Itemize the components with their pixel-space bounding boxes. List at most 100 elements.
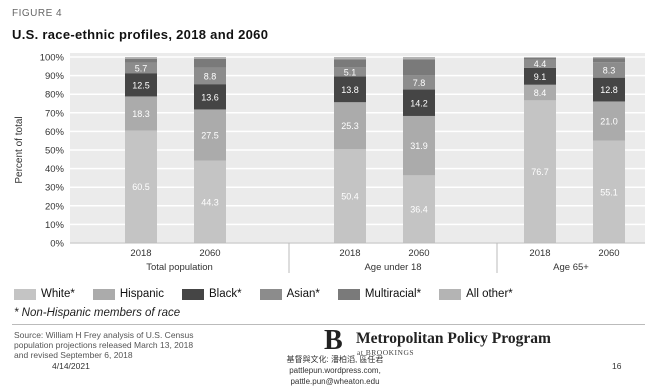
footer-date: 4/14/2021	[52, 361, 90, 371]
bar-segment	[334, 76, 366, 103]
bar-segment	[593, 62, 625, 78]
data-label: 5.1	[344, 67, 357, 77]
x-tick-label: 2018	[529, 248, 550, 259]
data-label: 55.1	[600, 187, 618, 197]
bar-segment	[334, 57, 366, 60]
x-tick-label: 2018	[339, 248, 360, 259]
bar-segment	[334, 59, 366, 68]
bar-segment	[593, 101, 625, 141]
bar-segment	[194, 67, 226, 85]
bar-segment	[125, 130, 157, 243]
bar-segment	[593, 58, 625, 63]
bar-segment	[125, 57, 157, 59]
figure-label: FIGURE 4	[12, 8, 63, 19]
y-tick-label: 90%	[45, 71, 65, 82]
legend-item-black: Black*	[181, 288, 242, 300]
footer-credit-line-2: pattle.pun@wheaton.edu	[290, 377, 380, 386]
chart-legend: White* Hispanic Black* Asian* Multiracia…	[14, 287, 513, 301]
data-label: 9.1	[534, 72, 547, 82]
legend-swatch-black	[181, 288, 204, 300]
x-tick-label: 2018	[130, 248, 151, 259]
y-tick-label: 70%	[45, 108, 65, 119]
footnote: * Non-Hispanic members of race	[14, 307, 181, 319]
data-label: 8.3	[603, 65, 616, 75]
legend-swatch-hispanic	[92, 288, 115, 300]
bar-segment	[194, 58, 226, 68]
x-tick-label: 2060	[598, 248, 619, 259]
data-label: 12.8	[600, 85, 618, 95]
bar-segment	[334, 149, 366, 243]
data-label: 5.7	[135, 63, 148, 73]
legend-item-multiracial: Multiracial*	[337, 288, 422, 300]
legend-item-all-other: All other*	[439, 288, 513, 300]
data-label: 4.4	[534, 59, 547, 69]
bar-segment	[524, 67, 556, 85]
bar-segment	[593, 57, 625, 59]
legend-swatch-asian	[259, 288, 282, 300]
bar-segment	[194, 160, 226, 243]
legend-label-all-other: All other*	[466, 288, 513, 300]
x-tick-label: 2060	[199, 248, 220, 259]
bar-segment	[403, 59, 435, 76]
bar-segment	[194, 57, 226, 59]
y-tick-label: 0%	[50, 239, 64, 250]
data-label: 14.2	[410, 98, 428, 108]
legend-swatch-white	[14, 288, 36, 300]
legend-swatch-all-other	[439, 288, 462, 300]
data-label: 8.8	[204, 71, 217, 81]
data-label: 76.7	[531, 167, 549, 177]
data-label: 44.3	[201, 197, 219, 207]
group-label: Age under 18	[364, 262, 421, 273]
y-tick-label: 40%	[45, 164, 65, 175]
group-label: Total population	[146, 262, 213, 273]
stacked-bar-chart: 0% 10% 20% 30% 40% 50% 60% 70% 80% 90% 100% Percent…	[14, 53, 645, 273]
legend-item-asian: Asian*	[259, 288, 320, 300]
legend-label-multiracial: Multiracial*	[364, 288, 422, 300]
x-tick-label: 2060	[408, 248, 429, 259]
footer-credit: 基督與文化: 潘柏滔, 區任君 pattlepun.wordpress.com,…	[250, 354, 420, 387]
data-label: 18.3	[132, 109, 150, 119]
bar-segment	[403, 115, 435, 176]
group-label: Age 65+	[553, 262, 589, 273]
footer-page-number: 16	[612, 361, 622, 371]
data-label: 21.0	[600, 116, 618, 126]
bar-segment	[403, 89, 435, 116]
data-label: 8.4	[534, 88, 547, 98]
legend-item-white: White*	[14, 288, 75, 300]
data-label: 27.5	[201, 131, 219, 141]
data-label: 13.8	[341, 85, 359, 95]
source-line-3: and revised September 6, 2018	[14, 350, 133, 360]
bar-segment	[125, 73, 157, 97]
bar-segment	[593, 140, 625, 243]
bar-segment	[334, 67, 366, 77]
y-tick-label: 20%	[45, 201, 65, 212]
bar-segment	[524, 100, 556, 243]
data-label: 25.3	[341, 121, 359, 131]
bar-segment	[524, 57, 556, 60]
bar-segment	[403, 175, 435, 243]
data-label: 50.4	[341, 192, 359, 202]
brookings-logo-icon: B	[324, 325, 343, 356]
data-label: 13.6	[201, 92, 219, 102]
bar-segment	[125, 58, 157, 63]
y-tick-label: 80%	[45, 90, 65, 101]
bar-segment	[593, 77, 625, 102]
y-tick-label: 30%	[45, 183, 65, 194]
brand-name: Metropolitan Policy Program	[356, 330, 551, 347]
source-line-1: Source: William H Frey analysis of U.S. …	[14, 330, 194, 340]
bar-segment	[403, 75, 435, 90]
bar-segment	[403, 57, 435, 60]
data-label: 60.5	[132, 182, 150, 192]
brand-subtitle: at BROOKINGS	[357, 348, 415, 357]
bar-segment	[194, 84, 226, 110]
divider	[12, 324, 645, 325]
footer-credit-line-1: 基督與文化: 潘柏滔, 區任君 pattlepun.wordpress.com,	[286, 355, 384, 375]
legend-label-black: Black*	[208, 288, 242, 300]
y-tick-label: 50%	[45, 146, 65, 157]
bar-segment	[194, 109, 226, 161]
data-label: 31.9	[410, 141, 428, 151]
bar-segment	[524, 57, 556, 58]
bar-segment	[524, 59, 556, 68]
legend-swatch-multiracial	[337, 288, 360, 300]
bar-segment	[125, 96, 157, 131]
